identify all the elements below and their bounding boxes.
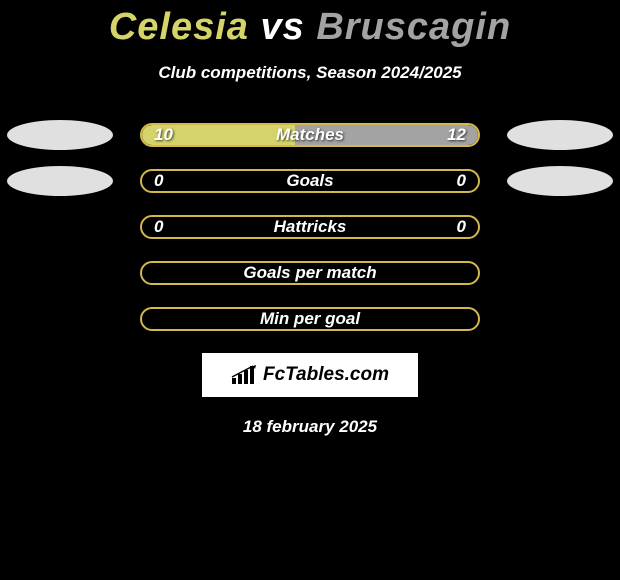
stat-bar: 0 0 Hattricks <box>140 215 480 239</box>
stat-value-player1: 0 <box>154 171 163 191</box>
stat-value-player2: 12 <box>447 125 466 145</box>
date-text: 18 february 2025 <box>243 417 377 437</box>
player2-name: Bruscagin <box>316 6 511 48</box>
stat-bar: 10 12 Matches <box>140 123 480 147</box>
vs-text: vs <box>260 6 304 48</box>
stat-value-player2: 0 <box>457 217 466 237</box>
stat-bar: 0 0 Goals <box>140 169 480 193</box>
stat-row: 0 0 Goals <box>0 169 620 193</box>
player2-marker <box>507 166 613 196</box>
stat-label: Hattricks <box>274 217 347 237</box>
stat-value-player2: 0 <box>457 171 466 191</box>
stat-row: Goals per match <box>0 261 620 285</box>
stat-label: Goals <box>286 171 333 191</box>
stat-rows: 10 12 Matches 0 0 Goals 0 0 Hattricks Goals per m… <box>0 123 620 331</box>
player1-marker <box>7 120 113 150</box>
stat-value-player1: 10 <box>154 125 173 145</box>
stat-label: Min per goal <box>260 309 360 329</box>
stat-bar: Goals per match <box>140 261 480 285</box>
stat-row: Min per goal <box>0 307 620 331</box>
player1-marker <box>7 166 113 196</box>
chart-icon <box>231 365 257 385</box>
subtitle: Club competitions, Season 2024/2025 <box>158 63 461 83</box>
stat-label: Goals per match <box>243 263 376 283</box>
stat-row: 10 12 Matches <box>0 123 620 147</box>
logo-text: FcTables.com <box>263 364 389 386</box>
stat-bar: Min per goal <box>140 307 480 331</box>
stat-label: Matches <box>276 125 344 145</box>
stat-row: 0 0 Hattricks <box>0 215 620 239</box>
page-title: Celesia vs Bruscagin <box>109 6 511 49</box>
player1-name: Celesia <box>109 6 249 48</box>
comparison-widget: Celesia vs Bruscagin Club competitions, … <box>0 0 620 437</box>
source-logo: FcTables.com <box>202 353 418 397</box>
player2-marker <box>507 120 613 150</box>
stat-value-player1: 0 <box>154 217 163 237</box>
